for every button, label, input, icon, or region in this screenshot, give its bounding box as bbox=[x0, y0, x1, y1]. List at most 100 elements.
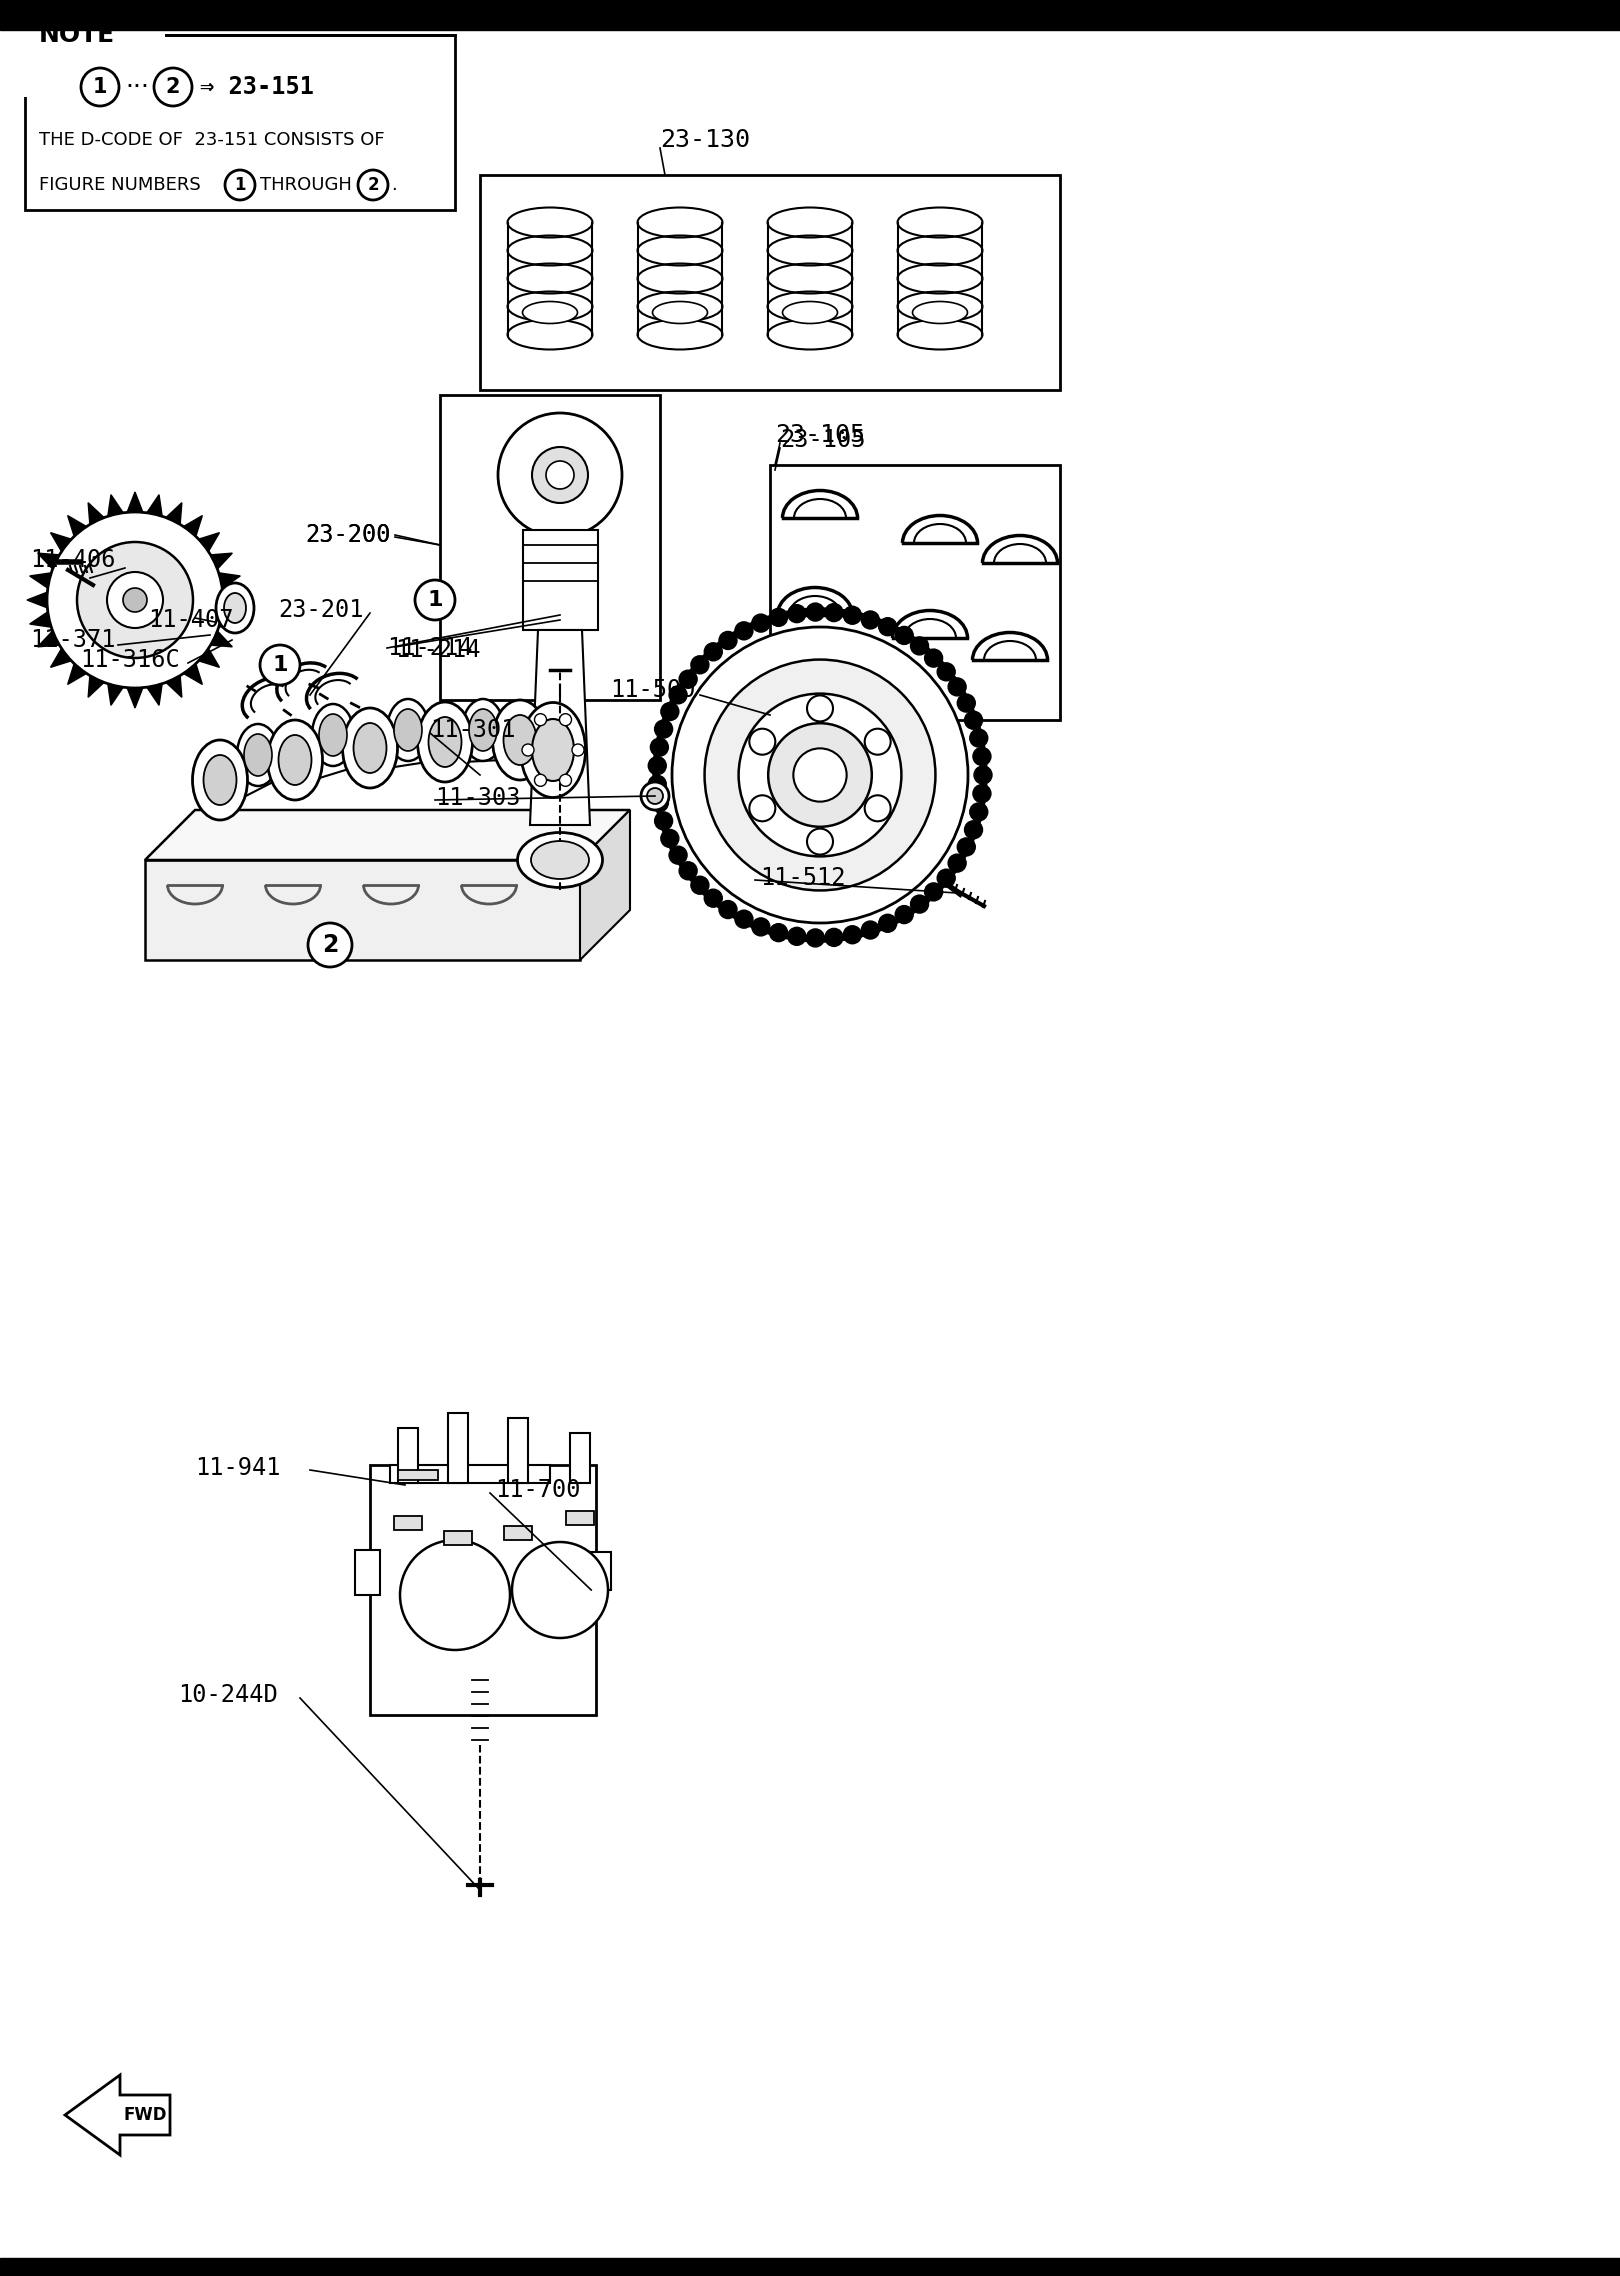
Circle shape bbox=[535, 715, 546, 726]
Ellipse shape bbox=[319, 715, 347, 756]
Text: NOTE: NOTE bbox=[39, 23, 115, 48]
Circle shape bbox=[825, 603, 842, 621]
Circle shape bbox=[862, 610, 880, 628]
Ellipse shape bbox=[204, 756, 237, 806]
Circle shape bbox=[807, 828, 833, 854]
Circle shape bbox=[739, 694, 901, 856]
Circle shape bbox=[752, 615, 770, 633]
Circle shape bbox=[807, 603, 825, 621]
Circle shape bbox=[690, 876, 710, 894]
Ellipse shape bbox=[313, 703, 355, 767]
Circle shape bbox=[535, 774, 546, 785]
Text: ⇒ 23-151: ⇒ 23-151 bbox=[199, 75, 314, 98]
Bar bbox=[523, 530, 598, 630]
Circle shape bbox=[910, 894, 928, 913]
Polygon shape bbox=[28, 592, 47, 608]
Ellipse shape bbox=[912, 300, 967, 323]
Ellipse shape bbox=[531, 719, 573, 781]
Circle shape bbox=[572, 744, 583, 756]
Circle shape bbox=[750, 794, 776, 822]
Circle shape bbox=[705, 642, 723, 660]
Circle shape bbox=[768, 724, 872, 826]
Ellipse shape bbox=[224, 594, 246, 624]
Bar bbox=[565, 1511, 595, 1525]
Circle shape bbox=[750, 728, 776, 756]
Circle shape bbox=[123, 587, 147, 612]
Text: 1: 1 bbox=[272, 655, 288, 676]
Text: 1: 1 bbox=[235, 175, 246, 193]
Text: 11-941: 11-941 bbox=[194, 1457, 280, 1479]
Circle shape bbox=[107, 571, 164, 628]
Circle shape bbox=[669, 847, 687, 865]
Circle shape bbox=[358, 171, 389, 200]
Polygon shape bbox=[126, 492, 143, 512]
Bar bbox=[399, 1470, 437, 1479]
Ellipse shape bbox=[418, 701, 473, 783]
Text: 11-214: 11-214 bbox=[395, 637, 481, 662]
Circle shape bbox=[787, 605, 805, 624]
Polygon shape bbox=[580, 810, 630, 960]
Circle shape bbox=[654, 719, 672, 737]
Ellipse shape bbox=[492, 701, 548, 781]
Ellipse shape bbox=[387, 699, 429, 760]
Circle shape bbox=[807, 929, 825, 947]
Circle shape bbox=[938, 869, 956, 888]
Polygon shape bbox=[165, 676, 181, 696]
Ellipse shape bbox=[462, 699, 504, 760]
Text: 11-214: 11-214 bbox=[387, 635, 473, 660]
Circle shape bbox=[308, 924, 352, 967]
Circle shape bbox=[735, 621, 753, 640]
Circle shape bbox=[705, 890, 723, 908]
Circle shape bbox=[794, 749, 847, 801]
Polygon shape bbox=[211, 630, 232, 646]
Polygon shape bbox=[219, 574, 240, 587]
Circle shape bbox=[896, 626, 914, 644]
Text: THROUGH: THROUGH bbox=[259, 175, 352, 193]
Circle shape bbox=[925, 649, 943, 667]
Polygon shape bbox=[29, 612, 52, 628]
Ellipse shape bbox=[782, 300, 838, 323]
Circle shape bbox=[948, 854, 966, 872]
Ellipse shape bbox=[237, 724, 279, 785]
Circle shape bbox=[679, 669, 697, 687]
Circle shape bbox=[925, 883, 943, 901]
Ellipse shape bbox=[353, 724, 387, 774]
Circle shape bbox=[512, 1543, 608, 1639]
Circle shape bbox=[415, 580, 455, 619]
Circle shape bbox=[650, 794, 669, 813]
Circle shape bbox=[679, 863, 697, 881]
Bar bbox=[369, 1466, 596, 1716]
Circle shape bbox=[497, 412, 622, 537]
Circle shape bbox=[650, 737, 669, 756]
Text: 2: 2 bbox=[165, 77, 180, 98]
Circle shape bbox=[970, 728, 988, 747]
Polygon shape bbox=[50, 649, 71, 667]
Circle shape bbox=[225, 171, 254, 200]
Text: 2: 2 bbox=[322, 933, 339, 956]
Bar bbox=[399, 1427, 418, 1484]
Ellipse shape bbox=[517, 833, 603, 888]
Ellipse shape bbox=[470, 710, 497, 751]
Text: 23-200: 23-200 bbox=[305, 523, 390, 546]
Ellipse shape bbox=[520, 703, 585, 797]
Circle shape bbox=[807, 696, 833, 721]
Text: 11-301: 11-301 bbox=[429, 717, 515, 742]
Circle shape bbox=[974, 747, 991, 765]
Polygon shape bbox=[109, 494, 123, 517]
Polygon shape bbox=[87, 503, 104, 523]
Bar bbox=[449, 1413, 468, 1484]
Ellipse shape bbox=[342, 708, 397, 787]
Text: 11-407: 11-407 bbox=[147, 608, 233, 633]
Circle shape bbox=[646, 787, 663, 803]
Circle shape bbox=[648, 756, 666, 774]
Polygon shape bbox=[530, 630, 590, 824]
Polygon shape bbox=[68, 517, 86, 537]
Ellipse shape bbox=[653, 300, 708, 323]
Circle shape bbox=[78, 542, 193, 658]
Bar bbox=[394, 1516, 421, 1529]
Circle shape bbox=[974, 767, 991, 783]
Text: FWD: FWD bbox=[123, 2105, 167, 2124]
Polygon shape bbox=[165, 503, 181, 523]
Polygon shape bbox=[50, 533, 71, 551]
Circle shape bbox=[770, 924, 787, 942]
